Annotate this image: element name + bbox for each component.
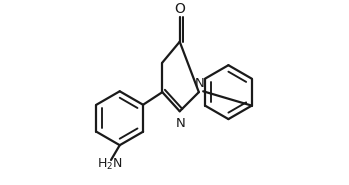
- Text: N: N: [195, 77, 205, 90]
- Text: N: N: [176, 117, 185, 130]
- Text: O: O: [174, 2, 185, 16]
- Text: H$_2$N: H$_2$N: [97, 157, 123, 172]
